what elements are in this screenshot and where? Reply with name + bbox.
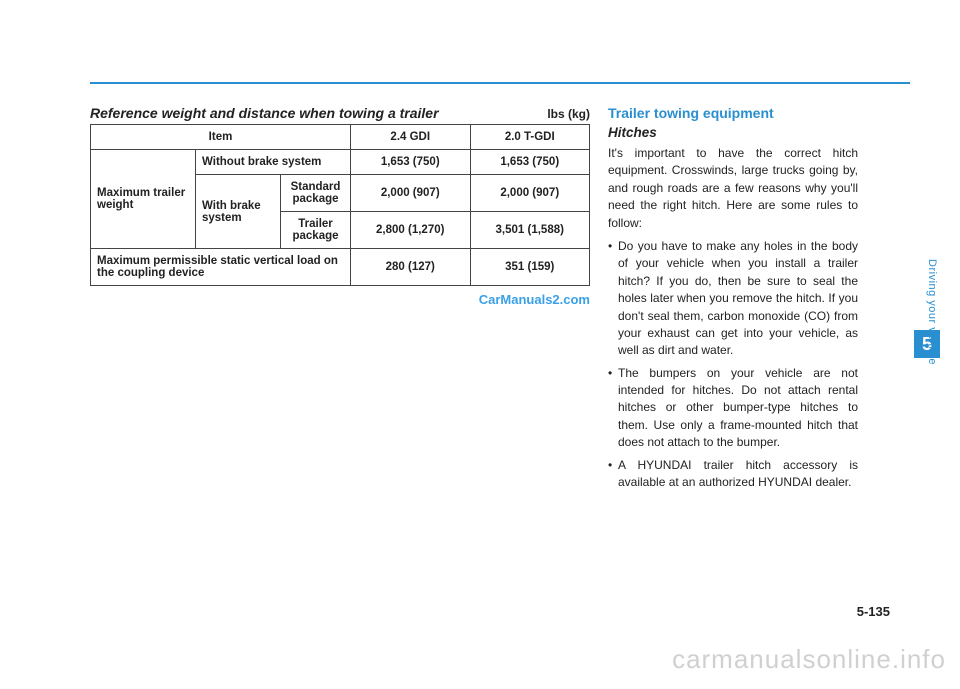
intro-paragraph: It's important to have the correct hitch… — [608, 145, 858, 232]
mid-watermark: CarManuals2.com — [90, 292, 590, 307]
cell-val: 280 (127) — [351, 249, 471, 286]
cell-val: 3,501 (1,588) — [470, 212, 590, 249]
table-title: Reference weight and distance when towin… — [90, 105, 439, 121]
sub-heading: Hitches — [608, 125, 858, 140]
table-row: Maximum permissible static vertical load… — [91, 249, 590, 286]
th-col2: 2.0 T-GDI — [470, 125, 590, 150]
cell-val: 2,000 (907) — [351, 175, 471, 212]
cell-max-static-load: Maximum permissible static vertical load… — [91, 249, 351, 286]
content-columns: Reference weight and distance when towin… — [90, 105, 910, 496]
bullet-list: Do you have to make any holes in the bod… — [608, 238, 858, 491]
section-heading: Trailer towing equipment — [608, 105, 858, 121]
page: Reference weight and distance when towin… — [0, 0, 960, 689]
cell-val: 351 (159) — [470, 249, 590, 286]
top-rule — [90, 82, 910, 84]
table-row: Item 2.4 GDI 2.0 T-GDI — [91, 125, 590, 150]
towing-table: Item 2.4 GDI 2.0 T-GDI Maximum trailer w… — [90, 124, 590, 286]
cell-val: 2,000 (907) — [470, 175, 590, 212]
cell-without-brake: Without brake system — [196, 150, 351, 175]
cell-val: 1,653 (750) — [351, 150, 471, 175]
cell-with-brake: With brake system — [196, 175, 281, 249]
list-item: The bumpers on your vehicle are not inte… — [608, 365, 858, 452]
th-col1: 2.4 GDI — [351, 125, 471, 150]
th-item: Item — [91, 125, 351, 150]
chapter-label: Driving your vehicle — [926, 259, 938, 365]
cell-val: 1,653 (750) — [470, 150, 590, 175]
unit-label: lbs (kg) — [547, 107, 590, 121]
right-column: Trailer towing equipment Hitches It's im… — [608, 105, 858, 496]
page-number: 5-135 — [857, 604, 890, 619]
bottom-watermark: carmanualsonline.info — [672, 644, 946, 675]
cell-val: 2,800 (1,270) — [351, 212, 471, 249]
cell-trailer-pkg: Trailer package — [281, 212, 351, 249]
table-row: Maximum trailer weight Without brake sys… — [91, 150, 590, 175]
left-column: Reference weight and distance when towin… — [90, 105, 590, 496]
list-item: Do you have to make any holes in the bod… — [608, 238, 858, 360]
cell-std-pkg: Standard package — [281, 175, 351, 212]
list-item: A HYUNDAI trailer hitch accessory is ava… — [608, 457, 858, 492]
cell-max-trailer-weight: Maximum trailer weight — [91, 150, 196, 249]
table-title-row: Reference weight and distance when towin… — [90, 105, 590, 121]
